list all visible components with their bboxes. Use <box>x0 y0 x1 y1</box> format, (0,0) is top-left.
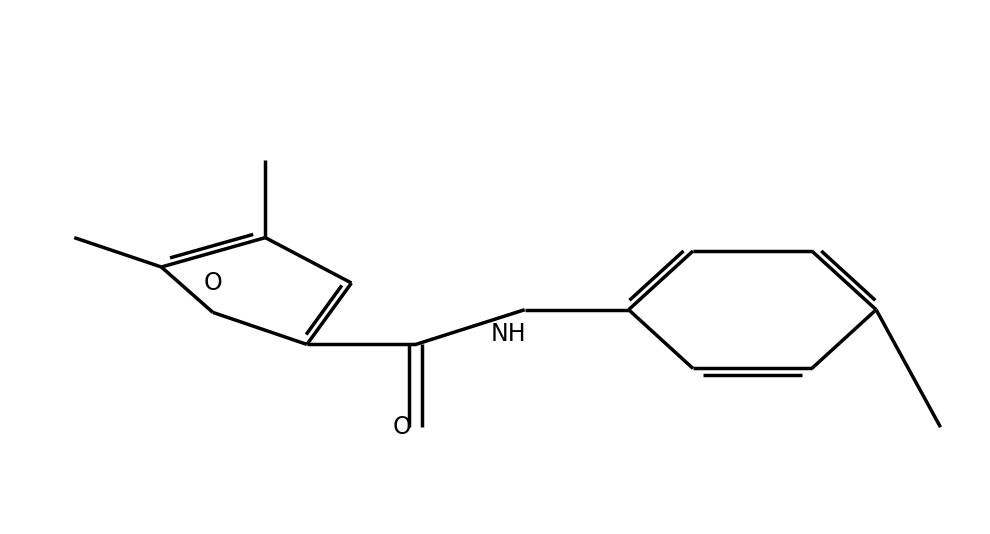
Text: O: O <box>204 271 222 295</box>
Text: O: O <box>393 415 412 439</box>
Text: NH: NH <box>491 322 527 345</box>
